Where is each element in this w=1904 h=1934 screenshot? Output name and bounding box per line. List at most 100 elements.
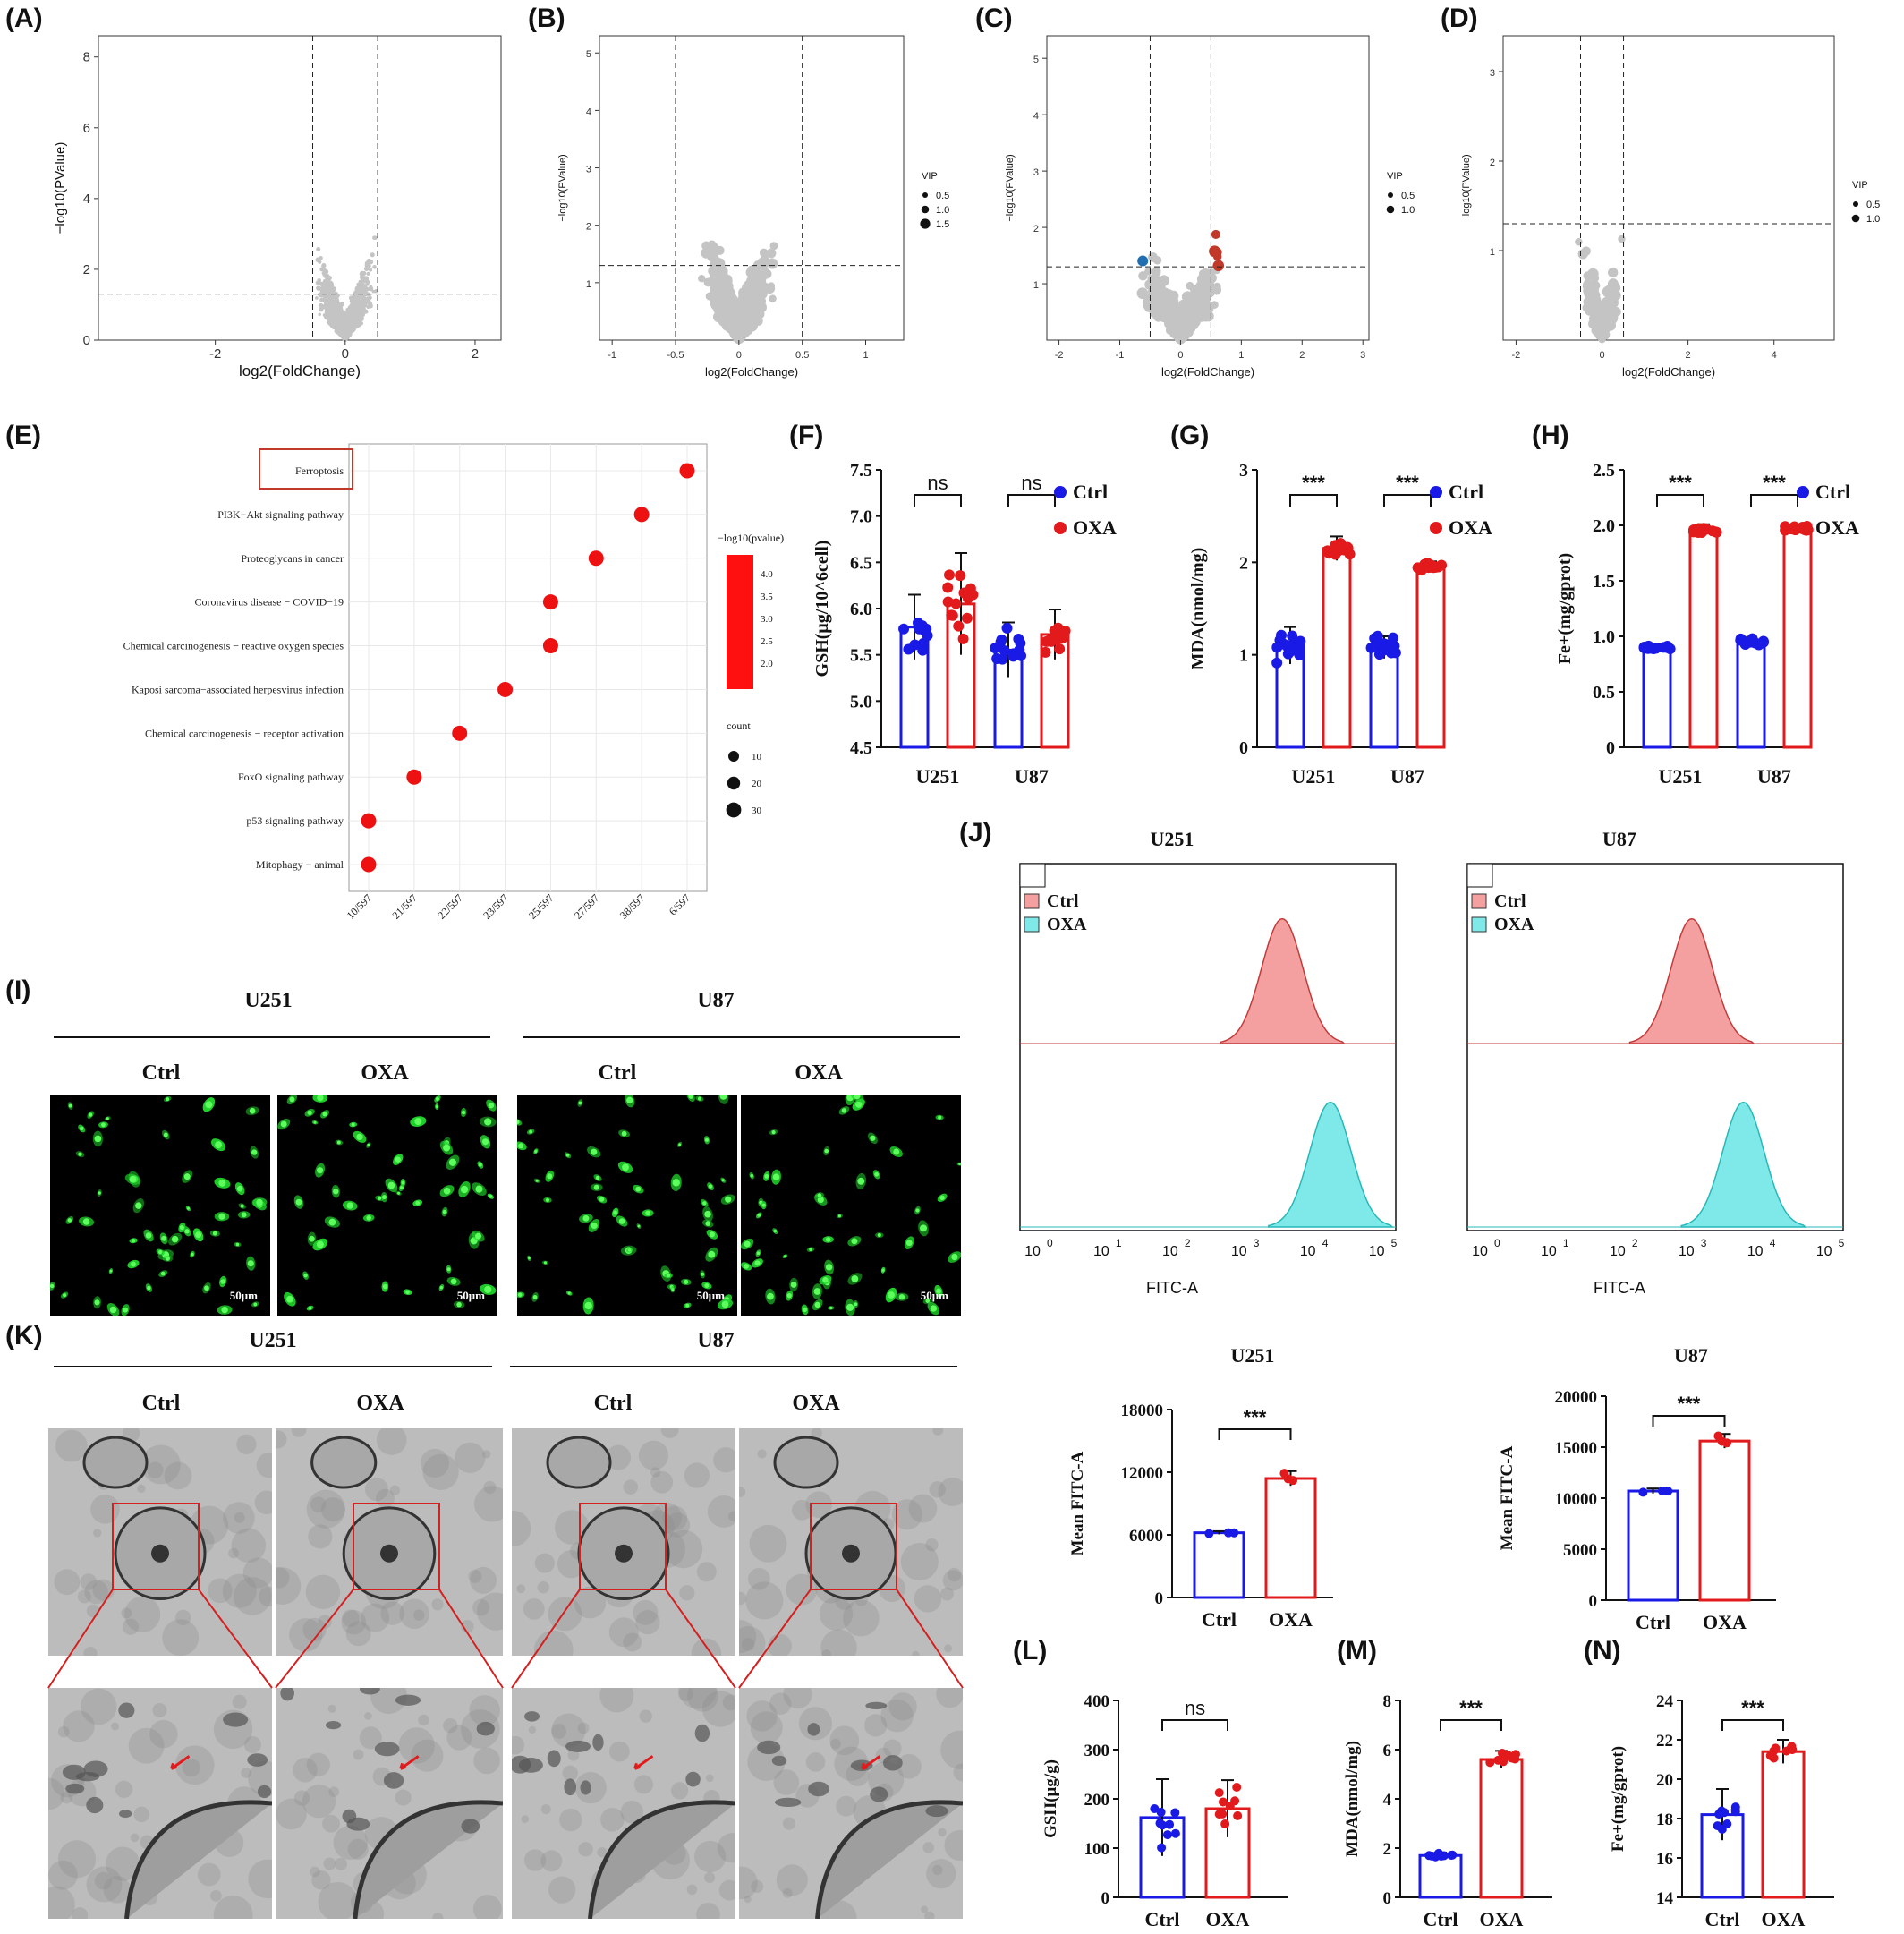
x-tick-label: 3 [1360,350,1365,361]
data-point [1698,523,1710,534]
data-point [363,266,370,272]
data-point [321,263,327,268]
panel-label-k: (K) [5,1321,43,1350]
data-point [1156,1807,1166,1817]
data-point [316,247,321,252]
x-tick-label: 10 [1679,1244,1695,1259]
data-point [366,258,371,263]
data-point [1143,296,1152,306]
data-point [1503,1751,1513,1760]
data-point [1279,1469,1289,1478]
plot-area [98,35,502,341]
y-tick-label: 22 [1656,1732,1673,1751]
panel-label-d: (D) [1441,4,1478,33]
bar [1627,1489,1679,1602]
data-point [1648,643,1660,654]
y-tick-label: 20000 [1555,1388,1598,1407]
data-point [1584,285,1594,294]
data-point [1202,299,1211,309]
y-tick-label: 1.5 [1593,572,1615,592]
panel-label-i: (I) [5,976,31,1005]
data-point [374,289,378,294]
legend-label: Ctrl [1047,891,1079,911]
y-tick-label: 2 [1490,158,1495,168]
data-point [1194,283,1205,294]
x-tick-label: 10 [1300,1244,1316,1259]
x-category-label: U251 [1292,765,1336,788]
significance-label: *** [1302,472,1325,494]
panel-label-e: (E) [5,421,41,450]
x-tick-exponent: 4 [1322,1237,1329,1249]
x-tick-label: 10 [1472,1244,1488,1259]
x-tick-exponent: 3 [1701,1237,1707,1249]
data-point [359,321,364,326]
significance-label: ns [1185,1697,1205,1719]
y-tick-label: 0 [1589,1592,1598,1611]
chart-title: U251 [1151,828,1194,850]
x-category-label: U87 [1757,765,1791,788]
significance-bracket [1721,1719,1784,1731]
data-point [1278,638,1289,650]
y-tick-label: 20 [1656,1771,1673,1790]
data-point [1214,1788,1224,1798]
data-point [1602,319,1611,327]
y-tick-label: 5 [1033,55,1039,65]
data-point [1229,1528,1239,1538]
legend-marker [1388,192,1393,198]
x-category-label: Ctrl [1636,1611,1670,1633]
data-point [1170,1828,1180,1838]
x-tick-exponent: 3 [1254,1237,1260,1249]
y-tick-label: 18 [1656,1810,1673,1829]
y-tick-label: 4 [1033,111,1039,122]
y-tick-label: 1.0 [1593,627,1615,647]
legend-title: VIP [1852,180,1868,191]
data-point [1233,1810,1243,1820]
significance-label: *** [1678,1393,1701,1415]
panel-label-m: (M) [1337,1636,1377,1666]
data-point [1390,647,1401,659]
y-tick-label: 18000 [1121,1402,1164,1420]
data-point [1137,255,1149,267]
x-tick-label: 10 [1093,1244,1109,1259]
data-point [340,302,344,307]
bar [1369,645,1399,749]
bar [1782,527,1813,749]
significance-bracket [1383,494,1432,507]
legend-swatch [1471,893,1487,909]
y-tick-label: 2 [1239,553,1248,573]
data-point [1218,1809,1228,1819]
legend-marker [1430,486,1442,498]
data-point [368,285,374,292]
legend-label: OXA [1449,516,1492,539]
x-category-label: U87 [1015,765,1049,788]
legend-swatch [1471,916,1487,933]
data-point [362,307,366,311]
bar [1264,1477,1317,1599]
legend-swatch [1024,916,1040,933]
data-point [318,312,321,316]
chart-title: U87 [1602,828,1636,850]
panel-label-l: (L) [1013,1636,1048,1666]
y-axis-title: Mean FITC-A [1068,1451,1087,1555]
legend-label: OXA [1494,915,1534,934]
y-tick-label: 1 [1239,646,1248,666]
x-category-label: Ctrl [1144,1908,1179,1930]
panel-label-n: (N) [1584,1636,1621,1666]
y-tick-label: 8 [1383,1692,1392,1711]
x-tick-exponent: 0 [1494,1237,1500,1249]
significance-label: *** [1459,1697,1483,1719]
bar [1761,1750,1806,1899]
legend-label: 1.0 [1866,214,1880,225]
x-category-label: Ctrl [1423,1908,1458,1930]
legend-label: 1.0 [1401,205,1415,216]
legend-marker [1054,522,1067,534]
data-point [1585,306,1594,316]
data-point [1016,650,1027,661]
x-category-label: OXA [1762,1908,1806,1930]
y-tick-label: 300 [1084,1742,1110,1760]
data-point [1713,1431,1723,1441]
x-tick-exponent: 2 [1632,1237,1638,1249]
y-axis-title: −log10(PValue) [1461,154,1472,221]
